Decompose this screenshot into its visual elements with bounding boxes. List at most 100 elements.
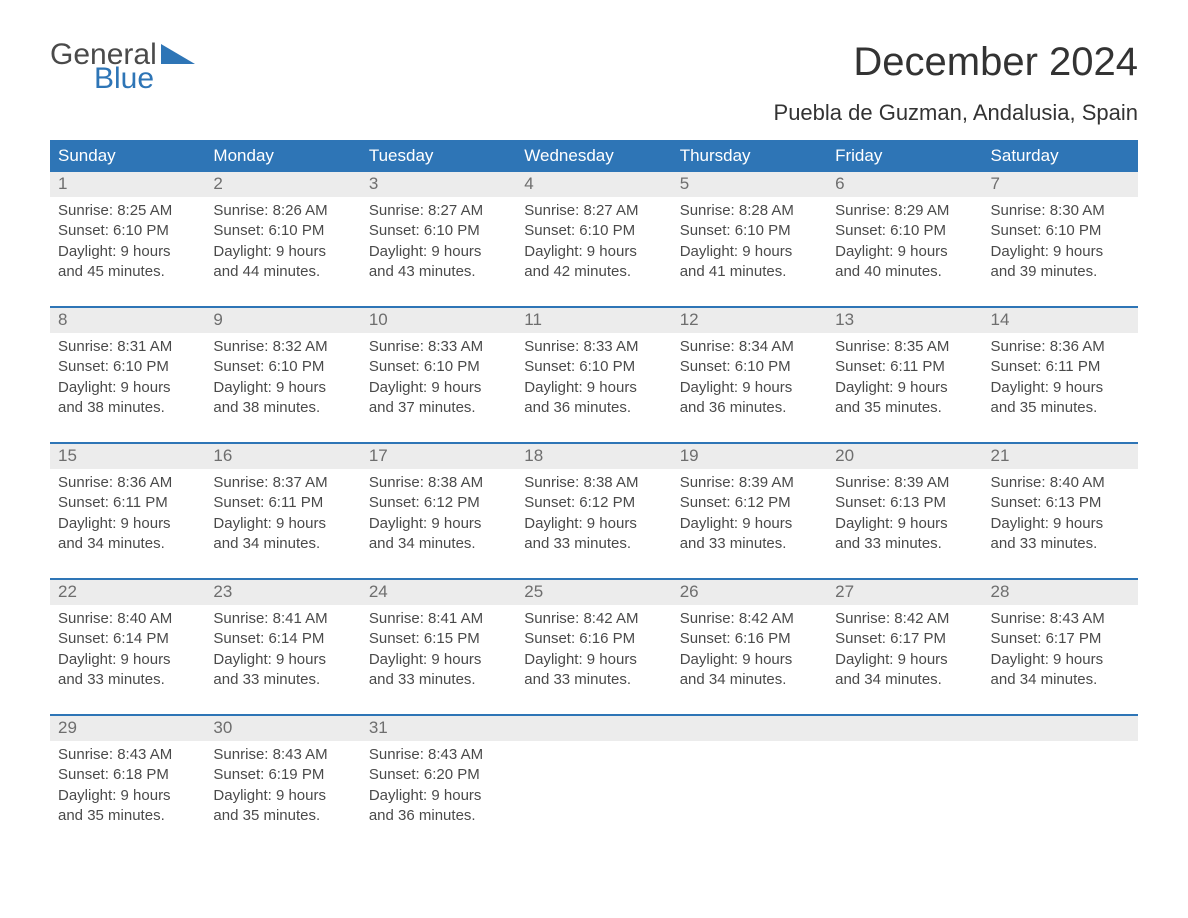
day-sunrise-text: Sunrise: 8:29 AM [835, 201, 974, 221]
day-dl2-text: and 40 minutes. [835, 262, 974, 282]
day-dl1-text: Daylight: 9 hours [524, 514, 663, 534]
day-dl2-text: and 34 minutes. [369, 534, 508, 554]
day-cell: Sunrise: 8:36 AMSunset: 6:11 PMDaylight:… [50, 469, 205, 564]
day-sunset-text: Sunset: 6:10 PM [835, 221, 974, 241]
day-sunset-text: Sunset: 6:10 PM [369, 357, 508, 377]
logo: General Blue [50, 40, 195, 94]
calendar: Sunday Monday Tuesday Wednesday Thursday… [50, 140, 1138, 836]
day-number [672, 716, 827, 741]
day-cell: Sunrise: 8:33 AMSunset: 6:10 PMDaylight:… [361, 333, 516, 428]
day-number [516, 716, 671, 741]
day-dl2-text: and 36 minutes. [524, 398, 663, 418]
week-block: 1234567Sunrise: 8:25 AMSunset: 6:10 PMDa… [50, 172, 1138, 292]
day-sunrise-text: Sunrise: 8:43 AM [58, 745, 197, 765]
day-sunrise-text: Sunrise: 8:43 AM [991, 609, 1130, 629]
day-dl1-text: Daylight: 9 hours [213, 242, 352, 262]
day-sunset-text: Sunset: 6:10 PM [58, 221, 197, 241]
day-dl1-text: Daylight: 9 hours [524, 650, 663, 670]
day-number: 8 [50, 308, 205, 333]
day-cell: Sunrise: 8:43 AMSunset: 6:17 PMDaylight:… [983, 605, 1138, 700]
day-number-row: 891011121314 [50, 308, 1138, 333]
day-dl1-text: Daylight: 9 hours [524, 378, 663, 398]
day-dl2-text: and 34 minutes. [680, 670, 819, 690]
day-dl2-text: and 44 minutes. [213, 262, 352, 282]
day-dl1-text: Daylight: 9 hours [680, 378, 819, 398]
day-cell: Sunrise: 8:43 AMSunset: 6:19 PMDaylight:… [205, 741, 360, 836]
day-sunrise-text: Sunrise: 8:42 AM [835, 609, 974, 629]
day-dl1-text: Daylight: 9 hours [369, 514, 508, 534]
day-dl2-text: and 42 minutes. [524, 262, 663, 282]
day-sunset-text: Sunset: 6:12 PM [680, 493, 819, 513]
day-number-row: 15161718192021 [50, 444, 1138, 469]
day-sunrise-text: Sunrise: 8:39 AM [835, 473, 974, 493]
day-dl2-text: and 37 minutes. [369, 398, 508, 418]
day-sunrise-text: Sunrise: 8:30 AM [991, 201, 1130, 221]
day-sunset-text: Sunset: 6:10 PM [680, 221, 819, 241]
day-dl1-text: Daylight: 9 hours [58, 242, 197, 262]
header: General Blue December 2024 [50, 40, 1138, 94]
day-sunrise-text: Sunrise: 8:27 AM [369, 201, 508, 221]
day-cell: Sunrise: 8:33 AMSunset: 6:10 PMDaylight:… [516, 333, 671, 428]
day-cell: Sunrise: 8:40 AMSunset: 6:13 PMDaylight:… [983, 469, 1138, 564]
day-number: 10 [361, 308, 516, 333]
day-dl1-text: Daylight: 9 hours [213, 378, 352, 398]
day-number: 28 [983, 580, 1138, 605]
day-sunrise-text: Sunrise: 8:27 AM [524, 201, 663, 221]
day-header: Sunday [50, 140, 205, 172]
day-dl2-text: and 35 minutes. [835, 398, 974, 418]
day-number: 4 [516, 172, 671, 197]
day-number: 24 [361, 580, 516, 605]
day-sunrise-text: Sunrise: 8:28 AM [680, 201, 819, 221]
day-number: 5 [672, 172, 827, 197]
day-dl1-text: Daylight: 9 hours [213, 786, 352, 806]
day-number: 7 [983, 172, 1138, 197]
day-dl2-text: and 33 minutes. [524, 534, 663, 554]
day-dl1-text: Daylight: 9 hours [58, 378, 197, 398]
day-number [827, 716, 982, 741]
day-number: 25 [516, 580, 671, 605]
day-number: 19 [672, 444, 827, 469]
day-number: 20 [827, 444, 982, 469]
day-number: 17 [361, 444, 516, 469]
day-sunrise-text: Sunrise: 8:35 AM [835, 337, 974, 357]
day-cell: Sunrise: 8:41 AMSunset: 6:14 PMDaylight:… [205, 605, 360, 700]
day-number: 16 [205, 444, 360, 469]
day-cell [672, 741, 827, 836]
day-dl1-text: Daylight: 9 hours [680, 242, 819, 262]
day-number: 2 [205, 172, 360, 197]
day-dl1-text: Daylight: 9 hours [991, 514, 1130, 534]
day-cell: Sunrise: 8:39 AMSunset: 6:13 PMDaylight:… [827, 469, 982, 564]
day-dl2-text: and 34 minutes. [835, 670, 974, 690]
day-dl2-text: and 43 minutes. [369, 262, 508, 282]
day-dl2-text: and 34 minutes. [213, 534, 352, 554]
day-number: 12 [672, 308, 827, 333]
day-dl2-text: and 38 minutes. [58, 398, 197, 418]
day-cell: Sunrise: 8:25 AMSunset: 6:10 PMDaylight:… [50, 197, 205, 292]
day-sunset-text: Sunset: 6:10 PM [369, 221, 508, 241]
day-dl1-text: Daylight: 9 hours [835, 242, 974, 262]
day-cell: Sunrise: 8:27 AMSunset: 6:10 PMDaylight:… [361, 197, 516, 292]
day-dl1-text: Daylight: 9 hours [58, 514, 197, 534]
day-number-row: 22232425262728 [50, 580, 1138, 605]
day-sunrise-text: Sunrise: 8:40 AM [58, 609, 197, 629]
day-number: 6 [827, 172, 982, 197]
day-cell: Sunrise: 8:28 AMSunset: 6:10 PMDaylight:… [672, 197, 827, 292]
day-sunset-text: Sunset: 6:13 PM [991, 493, 1130, 513]
day-dl1-text: Daylight: 9 hours [58, 650, 197, 670]
day-sunset-text: Sunset: 6:10 PM [213, 221, 352, 241]
day-sunset-text: Sunset: 6:16 PM [524, 629, 663, 649]
day-cell: Sunrise: 8:36 AMSunset: 6:11 PMDaylight:… [983, 333, 1138, 428]
day-cell: Sunrise: 8:30 AMSunset: 6:10 PMDaylight:… [983, 197, 1138, 292]
week-block: 293031Sunrise: 8:43 AMSunset: 6:18 PMDay… [50, 714, 1138, 836]
day-sunrise-text: Sunrise: 8:42 AM [524, 609, 663, 629]
day-number-row: 1234567 [50, 172, 1138, 197]
logo-word-2: Blue [94, 64, 195, 94]
day-header: Saturday [983, 140, 1138, 172]
day-header-row: Sunday Monday Tuesday Wednesday Thursday… [50, 140, 1138, 172]
day-sunrise-text: Sunrise: 8:36 AM [991, 337, 1130, 357]
day-sunset-text: Sunset: 6:16 PM [680, 629, 819, 649]
day-dl1-text: Daylight: 9 hours [369, 242, 508, 262]
day-dl2-text: and 41 minutes. [680, 262, 819, 282]
day-sunrise-text: Sunrise: 8:32 AM [213, 337, 352, 357]
week-body-row: Sunrise: 8:25 AMSunset: 6:10 PMDaylight:… [50, 197, 1138, 292]
